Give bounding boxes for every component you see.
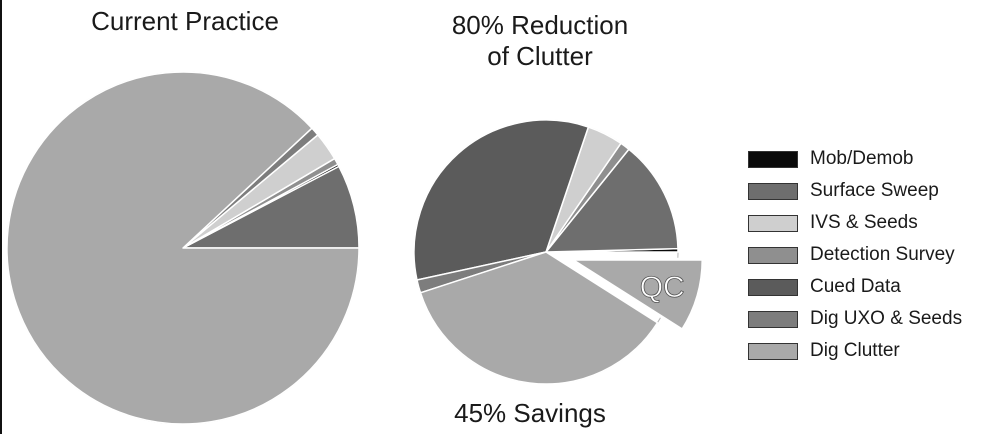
- legend-label: Surface Sweep: [810, 180, 939, 201]
- pie-current-practice: [6, 71, 360, 425]
- legend-label: Dig Clutter: [810, 340, 900, 361]
- legend-label: Cued Data: [810, 276, 901, 297]
- legend-item-surface-sweep: Surface Sweep: [748, 175, 962, 207]
- pie-reduced-clutter: QC: [413, 119, 705, 385]
- legend-swatch: [748, 310, 798, 328]
- pie-slice-dig-clutter: [419, 251, 659, 385]
- legend-item-detection-survey: Detection Survey: [748, 239, 962, 271]
- legend-swatch: [748, 150, 798, 168]
- legend-swatch: [748, 182, 798, 200]
- right-pie-title-line1: 80% Reduction: [451, 10, 629, 40]
- legend-item-mob-demob: Mob/Demob: [748, 143, 962, 175]
- pie-slice-cued-data: [413, 119, 590, 281]
- legend-label: Mob/Demob: [810, 148, 914, 169]
- pie-slice-dig-clutter: [6, 71, 360, 425]
- pie-slice-surface-sweep: [545, 148, 679, 253]
- legend-label: IVS & Seeds: [810, 212, 918, 233]
- left-pie-title: Current Practice: [91, 6, 279, 36]
- legend-swatch: [748, 278, 798, 296]
- legend-item-cued-data: Cued Data: [748, 271, 962, 303]
- legend-swatch: [748, 246, 798, 264]
- legend-label: Detection Survey: [810, 244, 955, 265]
- legend-label: Dig UXO & Seeds: [810, 308, 963, 329]
- savings-footer: 45% Savings: [454, 398, 606, 428]
- right-pie-title-line2: of Clutter: [487, 41, 593, 71]
- pie-slice-qc: [569, 257, 705, 332]
- left-border: [0, 0, 2, 434]
- legend-swatch: [748, 342, 798, 360]
- right-pie-title: 80% Reduction of Clutter: [405, 10, 675, 72]
- legend-item-ivs-seeds: IVS & Seeds: [748, 207, 962, 239]
- legend: Mob/Demob Surface Sweep IVS & Seeds Detecti…: [748, 143, 962, 367]
- legend-item-dig-uxo-seeds: Dig UXO & Seeds: [748, 303, 962, 335]
- qc-slice-label: QC: [640, 271, 685, 304]
- legend-item-dig-clutter: Dig Clutter: [748, 335, 962, 367]
- legend-swatch: [748, 214, 798, 232]
